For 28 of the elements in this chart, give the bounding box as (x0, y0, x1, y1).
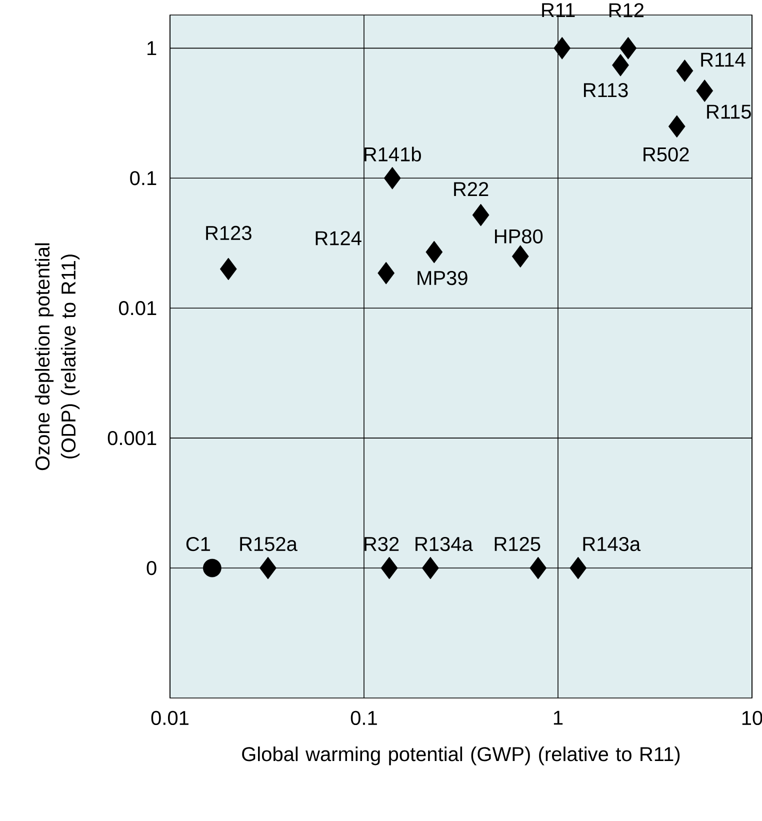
x-tick-label: 10 (742, 710, 762, 726)
annotation: R124 (316, 231, 362, 246)
y-tick-label: 0 (146, 560, 156, 576)
x-axis-title: Global warming potential (GWP) (relative to R11) (242, 746, 680, 766)
y-tick-label: 0.001 (108, 431, 156, 446)
annotation: R113 (584, 83, 628, 98)
annotation: HP80 (495, 229, 543, 244)
annotation: R152a (240, 536, 298, 552)
y-tick-label: 0.01 (118, 301, 156, 316)
annotation: R12 (609, 3, 644, 18)
annotation: C1 (186, 536, 210, 552)
y-axis-title: Ozone depletion potential (ODP) (relative to R11) (34, 243, 80, 470)
annotation: R114 (701, 52, 746, 67)
x-tick-label: 0.1 (350, 710, 377, 726)
annotation: R11 (542, 3, 575, 18)
annotation: R141b (364, 146, 421, 162)
y-tick-label: 1 (148, 41, 156, 56)
annotation: R134a (416, 536, 473, 552)
annotation: R22 (454, 182, 488, 196)
annotation: R502 (644, 147, 689, 162)
annotation: R115 (707, 104, 751, 119)
annotation: R123 (206, 226, 252, 240)
x-tick-label: 1 (554, 710, 563, 725)
annotation: R32 (364, 536, 399, 552)
annotation: R125 (494, 536, 540, 552)
y-tick-label: 0.1 (130, 171, 156, 186)
annotation: R143a (583, 536, 641, 552)
annotation: MP39 (418, 270, 468, 286)
